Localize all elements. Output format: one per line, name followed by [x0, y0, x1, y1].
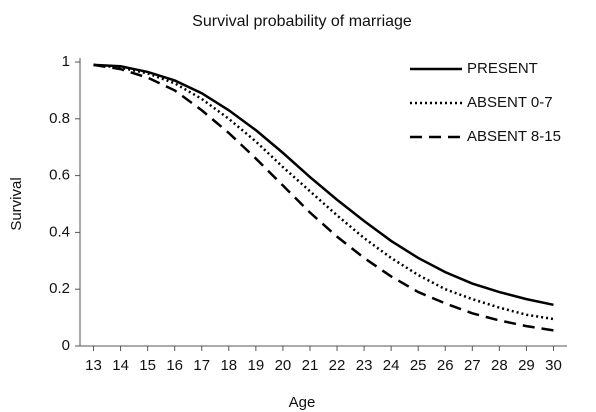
x-tick-label: 17 — [193, 357, 210, 374]
chart-title: Survival probability of marriage — [192, 13, 412, 30]
x-tick-label: 21 — [302, 357, 319, 374]
x-tick-label: 18 — [220, 357, 237, 374]
x-tick-label: 13 — [85, 357, 102, 374]
x-tick-label: 22 — [329, 357, 346, 374]
x-axis-label: Age — [289, 394, 316, 411]
y-tick-label: 0.2 — [49, 280, 70, 297]
x-tick-label: 27 — [464, 357, 481, 374]
x-tick-label: 23 — [356, 357, 373, 374]
series-line — [93, 63, 554, 332]
legend-label: ABSENT 8-15 — [467, 128, 561, 145]
series-line — [93, 63, 554, 321]
x-tick-label: 28 — [491, 357, 508, 374]
x-tick-label: 29 — [518, 357, 535, 374]
y-tick-label: 0 — [62, 337, 70, 354]
x-tick-label: 15 — [139, 357, 156, 374]
legend-label: PRESENT — [467, 60, 538, 77]
x-tick-label: 26 — [437, 357, 454, 374]
y-axis-label: Survival — [8, 177, 25, 230]
x-tick-label: 19 — [248, 357, 265, 374]
series-line — [93, 63, 554, 307]
x-tick-label: 16 — [166, 357, 183, 374]
x-tick-label: 20 — [275, 357, 292, 374]
y-tick-label: 0.8 — [49, 110, 70, 127]
x-tick-label: 25 — [410, 357, 427, 374]
y-tick-label: 1 — [62, 53, 70, 70]
y-tick-label: 0.6 — [49, 167, 70, 184]
x-tick-label: 24 — [383, 357, 400, 374]
x-tick-label: 30 — [545, 357, 562, 374]
legend-label: ABSENT 0-7 — [467, 94, 553, 111]
y-tick-label: 0.4 — [49, 223, 70, 240]
x-tick-label: 14 — [112, 357, 129, 374]
